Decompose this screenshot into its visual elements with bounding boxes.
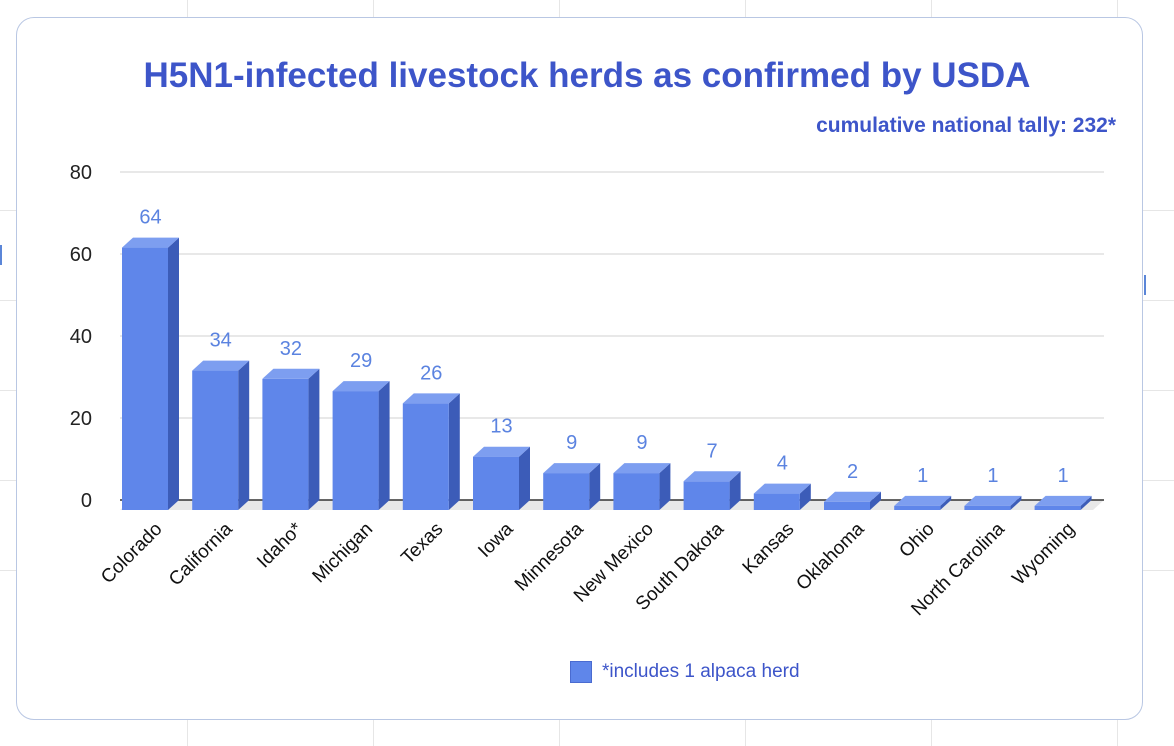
y-tick-label: 80 xyxy=(70,162,92,184)
chart-title: H5N1-infected livestock herds as confirm… xyxy=(143,56,1031,95)
bar xyxy=(894,505,941,510)
bar-side xyxy=(799,483,811,510)
x-tick-label: Colorado xyxy=(97,519,166,588)
data-label: 64 xyxy=(139,207,161,229)
data-label: 1 xyxy=(1058,465,1069,487)
bar-top xyxy=(683,471,741,482)
bar-top xyxy=(473,446,530,457)
legend: *includes 1 alpaca herd xyxy=(570,661,800,683)
y-tick-label: 60 xyxy=(70,244,92,266)
bar-top xyxy=(122,237,179,248)
x-tick-label: Ohio xyxy=(896,519,939,562)
bar-top xyxy=(262,368,320,379)
bar xyxy=(1034,505,1081,510)
data-label: 9 xyxy=(566,432,577,454)
bar-side xyxy=(1010,495,1022,510)
bar-side xyxy=(519,446,530,510)
bar xyxy=(613,473,660,510)
bar xyxy=(543,473,590,510)
bar-side xyxy=(729,471,741,510)
bar-side xyxy=(940,495,952,510)
data-label: 34 xyxy=(210,330,232,352)
bar-top xyxy=(1034,495,1092,506)
legend-label: *includes 1 alpaca herd xyxy=(602,661,800,682)
data-label: 32 xyxy=(280,338,302,360)
y-tick-label: 40 xyxy=(70,326,92,348)
x-tick-label: California xyxy=(165,518,237,590)
data-label: 7 xyxy=(707,440,718,462)
y-tick-label: 20 xyxy=(70,408,92,430)
x-tick-label: Iowa xyxy=(474,518,518,562)
bar-side xyxy=(238,360,250,510)
data-label: 2 xyxy=(847,461,858,483)
bar-side xyxy=(870,491,881,510)
bar-side xyxy=(378,381,390,510)
data-label: 1 xyxy=(917,465,928,487)
x-tick-label: Michigan xyxy=(309,519,378,588)
bar-top xyxy=(824,491,881,502)
x-tick-label: Texas xyxy=(397,519,447,569)
bar xyxy=(473,456,519,510)
x-tick-label: Oklahoma xyxy=(792,518,868,594)
bar xyxy=(402,403,449,510)
bar-top xyxy=(613,463,671,474)
bar xyxy=(122,247,168,510)
bar-side xyxy=(1080,495,1092,510)
bar xyxy=(192,370,239,510)
bar xyxy=(332,391,379,510)
legend-swatch xyxy=(570,661,592,683)
bar-top xyxy=(964,495,1022,506)
bar-side xyxy=(308,368,320,510)
bar-top xyxy=(332,381,390,392)
bar-top xyxy=(894,495,952,506)
data-label: 9 xyxy=(636,432,647,454)
data-label: 4 xyxy=(777,453,788,475)
bar xyxy=(753,493,800,510)
data-label: 13 xyxy=(490,416,512,438)
bar-side xyxy=(448,393,460,510)
chart-subtitle: cumulative national tally: 232* xyxy=(816,114,1116,137)
bar xyxy=(964,505,1011,510)
bar-side xyxy=(168,237,179,510)
data-label: 29 xyxy=(350,350,372,372)
data-label: 1 xyxy=(987,465,998,487)
y-tick-label: 0 xyxy=(81,490,92,512)
x-tick-label: Kansas xyxy=(739,519,799,579)
bar-top xyxy=(753,483,811,494)
bar-top xyxy=(402,393,460,404)
bar-top xyxy=(543,463,601,474)
bar xyxy=(262,378,309,510)
x-tick-label: Wyoming xyxy=(1008,519,1079,590)
bar-side xyxy=(589,463,601,510)
data-label: 26 xyxy=(420,362,442,384)
bar xyxy=(824,501,870,510)
x-tick-label: Idaho* xyxy=(253,518,307,572)
bar-top xyxy=(192,360,250,371)
bar xyxy=(683,481,730,510)
bar-side xyxy=(659,463,671,510)
